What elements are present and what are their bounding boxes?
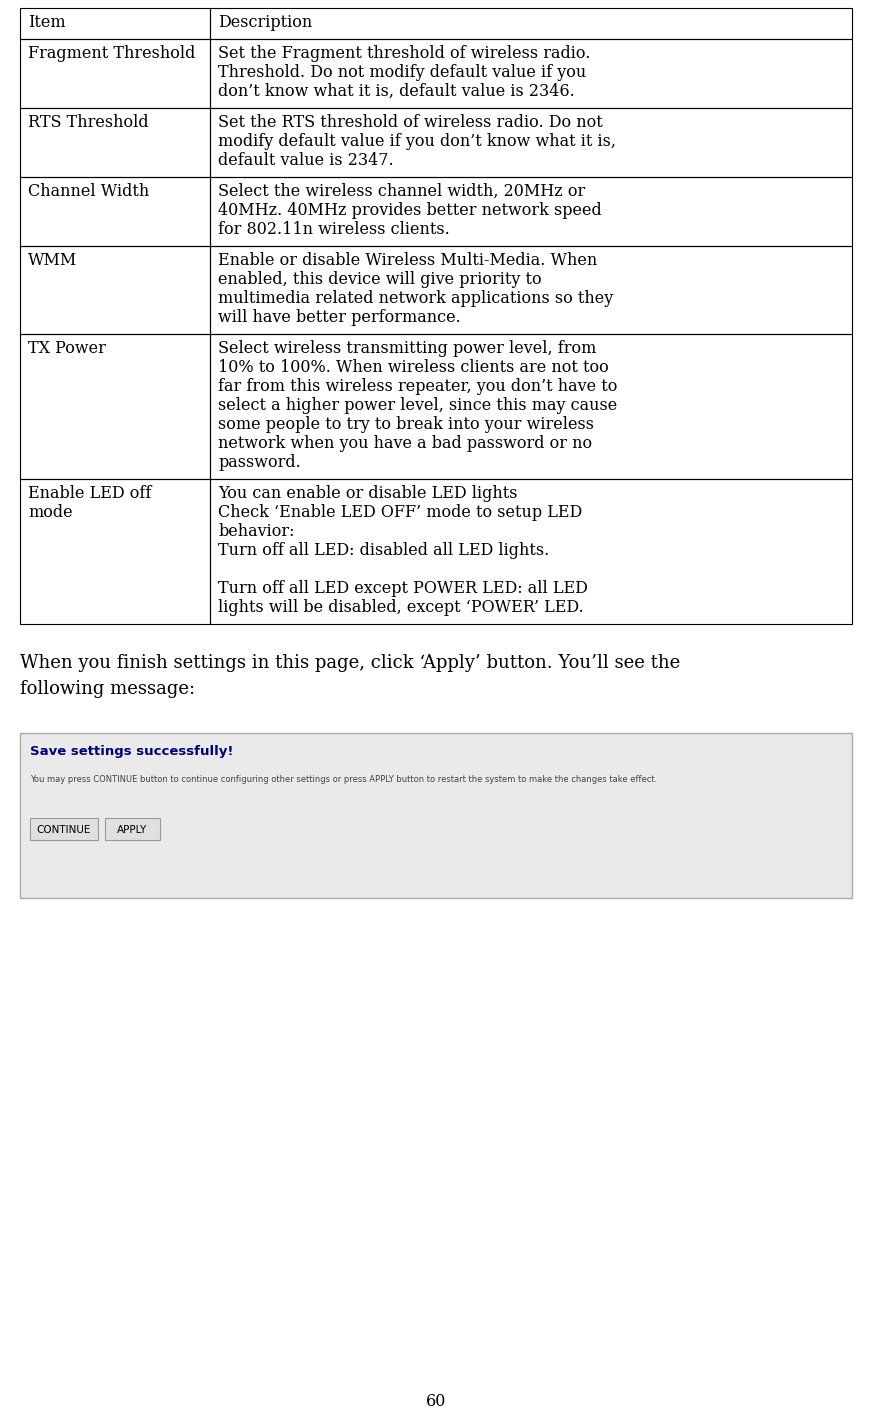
Bar	[210, 9, 852, 39]
Text: When you finish settings in this page, click ‘Apply’ button. You’ll see the: When you finish settings in this page, c…	[20, 655, 680, 672]
Bar	[20, 9, 210, 39]
Bar	[210, 177, 852, 247]
Text: Set the Fragment threshold of wireless radio.: Set the Fragment threshold of wireless r…	[218, 46, 590, 61]
Text: Threshold. Do not modify default value if you: Threshold. Do not modify default value i…	[218, 64, 586, 81]
Bar	[20, 479, 210, 625]
Text: 40MHz. 40MHz provides better network speed: 40MHz. 40MHz provides better network spe…	[218, 202, 602, 220]
Bar	[20, 733, 852, 898]
Bar	[30, 819, 98, 840]
Text: enabled, this device will give priority to: enabled, this device will give priority …	[218, 271, 542, 288]
Text: lights will be disabled, except ‘POWER’ LED.: lights will be disabled, except ‘POWER’ …	[218, 599, 583, 616]
Text: Select the wireless channel width, 20MHz or: Select the wireless channel width, 20MHz…	[218, 183, 585, 200]
Bar	[210, 247, 852, 334]
Text: select a higher power level, since this may cause: select a higher power level, since this …	[218, 396, 617, 414]
Bar	[20, 247, 210, 334]
Text: Enable LED off: Enable LED off	[28, 485, 152, 502]
Text: Check ‘Enable LED OFF’ mode to setup LED: Check ‘Enable LED OFF’ mode to setup LED	[218, 503, 582, 520]
Bar	[20, 39, 210, 108]
Text: Channel Width: Channel Width	[28, 183, 149, 200]
Bar	[105, 819, 160, 840]
Text: Enable or disable Wireless Multi-Media. When: Enable or disable Wireless Multi-Media. …	[218, 252, 597, 270]
Text: default value is 2347.: default value is 2347.	[218, 153, 393, 170]
Text: some people to try to break into your wireless: some people to try to break into your wi…	[218, 416, 594, 434]
Bar	[20, 108, 210, 177]
Text: multimedia related network applications so they: multimedia related network applications …	[218, 289, 613, 307]
Text: behavior:: behavior:	[218, 523, 295, 540]
Text: Save settings successfully!: Save settings successfully!	[30, 746, 234, 759]
Text: You may press CONTINUE button to continue configuring other settings or press AP: You may press CONTINUE button to continu…	[30, 776, 657, 784]
Text: Select wireless transmitting power level, from: Select wireless transmitting power level…	[218, 339, 596, 356]
Text: TX Power: TX Power	[28, 339, 106, 356]
Text: will have better performance.: will have better performance.	[218, 309, 460, 327]
Bar	[20, 177, 210, 247]
Text: Set the RTS threshold of wireless radio. Do not: Set the RTS threshold of wireless radio.…	[218, 114, 603, 131]
Text: CONTINUE: CONTINUE	[37, 826, 92, 836]
Text: Description: Description	[218, 14, 312, 31]
Bar	[210, 108, 852, 177]
Text: Turn off all LED: disabled all LED lights.: Turn off all LED: disabled all LED light…	[218, 542, 549, 559]
Bar	[210, 334, 852, 479]
Text: You can enable or disable LED lights: You can enable or disable LED lights	[218, 485, 517, 502]
Text: RTS Threshold: RTS Threshold	[28, 114, 148, 131]
Text: 60: 60	[426, 1393, 446, 1409]
Bar	[210, 39, 852, 108]
Text: password.: password.	[218, 453, 301, 471]
Text: network when you have a bad password or no: network when you have a bad password or …	[218, 435, 592, 452]
Text: for 802.11n wireless clients.: for 802.11n wireless clients.	[218, 221, 450, 238]
Text: modify default value if you don’t know what it is,: modify default value if you don’t know w…	[218, 133, 616, 150]
Text: far from this wireless repeater, you don’t have to: far from this wireless repeater, you don…	[218, 378, 617, 395]
Text: APPLY: APPLY	[118, 826, 147, 836]
Text: 10% to 100%. When wireless clients are not too: 10% to 100%. When wireless clients are n…	[218, 359, 609, 376]
Text: Item: Item	[28, 14, 65, 31]
Text: Turn off all LED except POWER LED: all LED: Turn off all LED except POWER LED: all L…	[218, 580, 588, 597]
Text: mode: mode	[28, 503, 72, 520]
Text: WMM: WMM	[28, 252, 78, 270]
Bar	[210, 479, 852, 625]
Text: following message:: following message:	[20, 680, 195, 697]
Text: don’t know what it is, default value is 2346.: don’t know what it is, default value is …	[218, 83, 575, 100]
Bar	[20, 334, 210, 479]
Text: Fragment Threshold: Fragment Threshold	[28, 46, 195, 61]
